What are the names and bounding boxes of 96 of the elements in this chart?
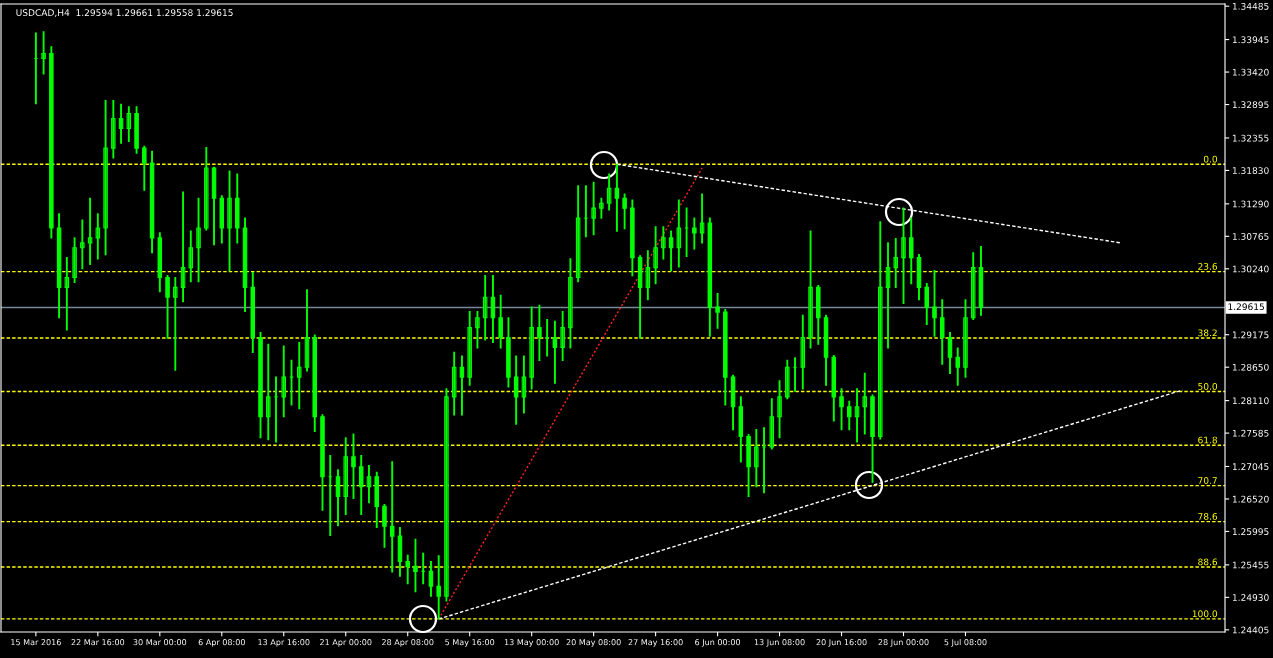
x-tick-label: 15 Mar 2016: [11, 639, 61, 646]
y-tick-label: 1.27045: [1232, 463, 1269, 471]
y-tick-label: 1.34485: [1232, 2, 1269, 10]
annotation: 88.6: [1198, 558, 1218, 566]
candlestick: [413, 538, 418, 593]
candlestick: [684, 207, 689, 257]
candlestick: [196, 197, 201, 283]
candlestick: [227, 170, 232, 272]
y-tick-label: 1.25995: [1232, 528, 1269, 536]
candlestick: [901, 207, 906, 305]
candlestick: [955, 347, 960, 386]
candlestick: [41, 31, 46, 75]
candlestick: [692, 217, 697, 250]
y-tick-label: 1.26520: [1232, 495, 1269, 503]
candlestick: [405, 554, 410, 585]
annotation: 78.6: [1198, 513, 1218, 520]
candlestick: [475, 310, 480, 349]
candlestick: [893, 237, 899, 288]
annotation: 23.6: [1198, 263, 1218, 270]
y-tick-label: 1.27585: [1232, 429, 1269, 437]
candlestick: [591, 181, 596, 236]
x-tick-label: 6 Apr 08:00: [198, 639, 245, 647]
candlestick: [583, 185, 589, 238]
candlestick: [715, 293, 720, 329]
x-tick-label: 27 May 16:00: [628, 639, 683, 647]
candlestick: [870, 394, 875, 483]
candlestick: [80, 219, 85, 270]
y-tick-label: 1.32895: [1232, 101, 1269, 109]
candlestick: [513, 355, 519, 425]
candlestick: [544, 318, 550, 357]
x-tick-label: 20 May 08:00: [566, 639, 621, 647]
annotation: 38.2: [1198, 329, 1217, 337]
candlestick: [351, 433, 356, 499]
ref-line-label: 1.29615: [1228, 303, 1264, 311]
candlestick: [436, 555, 441, 620]
candlestick: [389, 461, 395, 573]
candlestick: [622, 193, 627, 230]
candlestick: [932, 270, 937, 337]
candlestick: [296, 341, 302, 410]
candlestick: [165, 275, 170, 339]
x-tick-label: 20 Jun 16:00: [816, 639, 867, 647]
y-tick-label: 1.31830: [1232, 167, 1269, 174]
candlestick: [273, 376, 279, 443]
candlestick: [839, 388, 844, 431]
candlestick: [382, 503, 387, 548]
candlestick: [327, 455, 333, 537]
y-tick-label: 1.28650: [1232, 363, 1269, 371]
candlestick: [908, 217, 914, 285]
y-tick-label: 1.33420: [1232, 68, 1269, 76]
y-tick-label: 1.28110: [1232, 397, 1269, 405]
annotation: 0.0: [1203, 155, 1218, 163]
x-tick-label: 21 Apr 00:00: [320, 639, 372, 647]
candlestick: [289, 359, 294, 406]
x-tick-label: 13 Apr 16:00: [258, 639, 310, 647]
candlestick: [281, 345, 287, 418]
text: USDCAD,H4 1.29594 1.29661 1.29558 1.29615: [16, 9, 233, 17]
candlestick: [862, 372, 868, 435]
y-tick-label: 1.30240: [1232, 265, 1269, 273]
y-tick-label: 1.32355: [1232, 134, 1269, 142]
x-tick-label: 5 May 16:00: [445, 639, 495, 647]
x-tick-label: 6 Jun 00:00: [695, 639, 741, 647]
x-tick-label: 28 Apr 08:00: [382, 639, 434, 647]
x-tick-label: 5 Jul 08:00: [944, 638, 987, 647]
candlestick: [64, 257, 70, 331]
candlestick: [661, 226, 666, 260]
candlestick: [87, 197, 93, 266]
candlestick: [963, 299, 968, 378]
x-tick-label: 28 Jun 00:00: [878, 639, 929, 647]
candlestick: [537, 304, 542, 361]
candlestick: [266, 343, 271, 441]
candlestick: [614, 163, 620, 232]
y-tick-label: 1.29175: [1232, 331, 1269, 339]
candlestick: [939, 299, 945, 365]
y-tick-label: 1.31290: [1232, 200, 1269, 208]
y-tick-label: 1.25455: [1232, 561, 1269, 569]
y-tick-label: 1.24405: [1232, 626, 1269, 634]
candlestick: [33, 32, 39, 105]
y-tick-label: 1.33945: [1232, 36, 1269, 44]
candlestick: [761, 427, 767, 494]
candlestick: [599, 197, 604, 219]
candlestick: [173, 276, 178, 371]
candlestick: [420, 552, 426, 585]
y-tick-label: 1.24930: [1232, 594, 1269, 601]
x-tick-label: 13 May 00:00: [504, 639, 559, 647]
x-tick-label: 22 Mar 16:00: [71, 639, 125, 646]
candlestick: [792, 357, 798, 392]
annotation: 70.7: [1198, 477, 1217, 484]
candlestick: [95, 213, 101, 260]
candlestick: [320, 414, 325, 511]
annotation: 100.0: [1192, 610, 1218, 618]
annotation: 50.0: [1198, 382, 1218, 390]
x-tick-label: 30 Mar 00:00: [133, 639, 187, 646]
x-tick-label: 13 Jun 08:00: [754, 639, 805, 647]
annotation: 61.8: [1198, 436, 1218, 444]
candlestick: [676, 199, 682, 268]
y-tick-label: 1.30765: [1232, 233, 1269, 240]
